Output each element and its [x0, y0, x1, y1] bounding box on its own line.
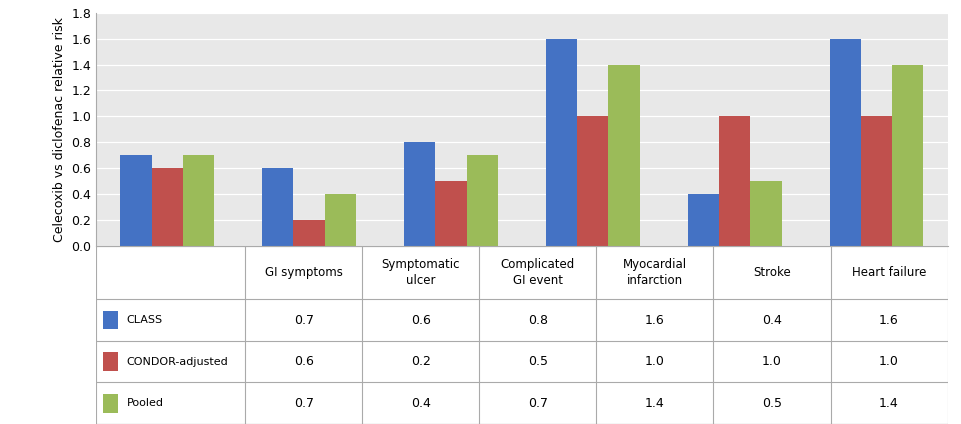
- Bar: [860, 116, 891, 246]
- Text: 1.6: 1.6: [878, 314, 898, 326]
- Text: 0.7: 0.7: [293, 397, 313, 410]
- Text: 0.4: 0.4: [761, 314, 781, 326]
- Text: 0.4: 0.4: [410, 397, 431, 410]
- Bar: [687, 194, 719, 246]
- Bar: [891, 64, 923, 246]
- Text: CONDOR-adjusted: CONDOR-adjusted: [127, 357, 229, 367]
- Text: Myocardial
infarction: Myocardial infarction: [622, 258, 686, 287]
- Bar: [577, 116, 607, 246]
- Bar: [607, 64, 639, 246]
- Text: Complicated
GI event: Complicated GI event: [501, 258, 575, 287]
- Bar: [404, 142, 435, 246]
- Text: 0.5: 0.5: [761, 397, 781, 410]
- Text: 1.0: 1.0: [644, 355, 664, 368]
- Bar: [829, 39, 860, 246]
- Bar: [103, 352, 118, 371]
- Text: Heart failure: Heart failure: [850, 266, 925, 279]
- Text: 1.4: 1.4: [878, 397, 898, 410]
- Text: 0.2: 0.2: [410, 355, 431, 368]
- Bar: [719, 116, 750, 246]
- Bar: [466, 155, 497, 246]
- Text: 1.0: 1.0: [878, 355, 898, 368]
- Text: Pooled: Pooled: [127, 398, 163, 408]
- Text: 0.6: 0.6: [293, 355, 313, 368]
- Bar: [152, 168, 183, 246]
- Text: 1.4: 1.4: [645, 397, 664, 410]
- Bar: [546, 39, 577, 246]
- Text: 1.0: 1.0: [761, 355, 781, 368]
- Text: 0.6: 0.6: [410, 314, 431, 326]
- Text: 0.5: 0.5: [528, 355, 547, 368]
- Text: 0.8: 0.8: [528, 314, 547, 326]
- Bar: [120, 155, 152, 246]
- Text: 0.7: 0.7: [528, 397, 547, 410]
- Text: Stroke: Stroke: [752, 266, 790, 279]
- Text: 1.6: 1.6: [645, 314, 664, 326]
- Bar: [183, 155, 213, 246]
- Bar: [750, 181, 780, 246]
- Bar: [435, 181, 466, 246]
- Text: Symptomatic
ulcer: Symptomatic ulcer: [382, 258, 459, 287]
- Bar: [324, 194, 356, 246]
- Bar: [103, 394, 118, 413]
- Bar: [293, 220, 324, 246]
- Text: GI symptoms: GI symptoms: [264, 266, 342, 279]
- Text: CLASS: CLASS: [127, 315, 162, 325]
- Bar: [103, 311, 118, 329]
- Text: 0.7: 0.7: [293, 314, 313, 326]
- Bar: [262, 168, 293, 246]
- Y-axis label: Celecoxib vs diclofenac relative risk: Celecoxib vs diclofenac relative risk: [53, 17, 65, 242]
